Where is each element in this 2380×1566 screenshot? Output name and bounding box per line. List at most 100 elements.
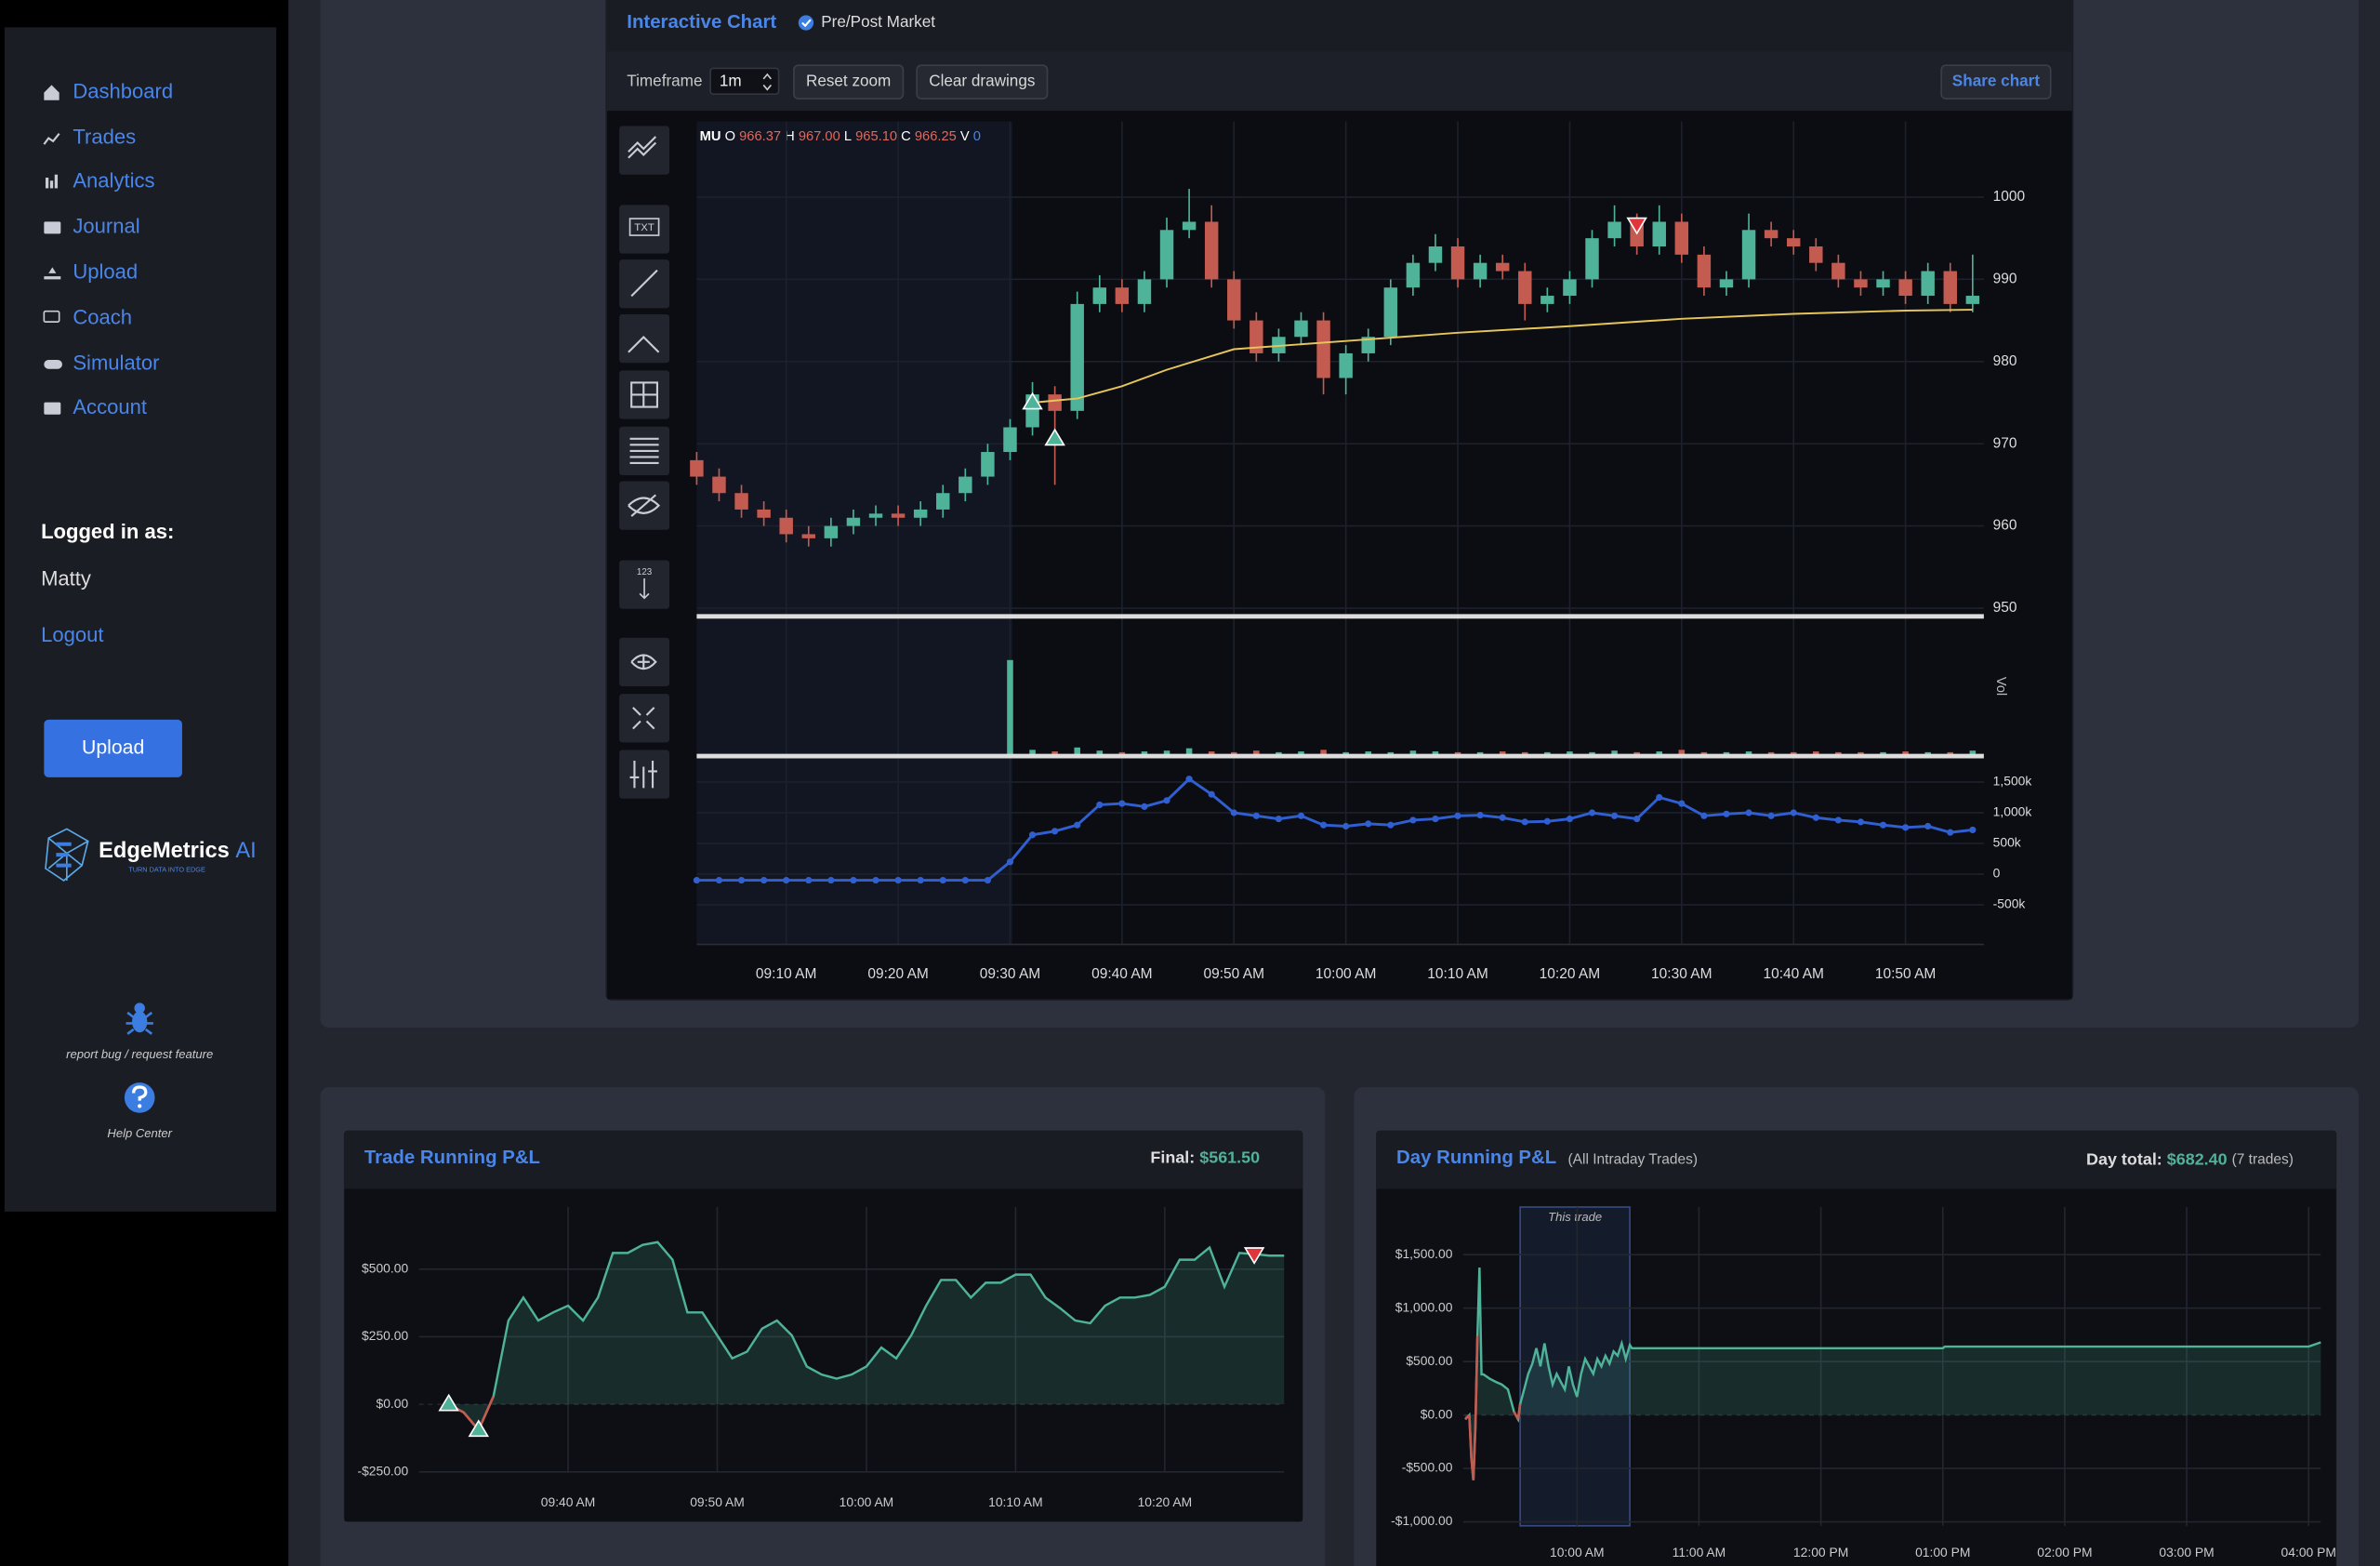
candle-body	[913, 509, 928, 518]
candle-body	[1250, 320, 1263, 353]
nav-item[interactable]: Simulator	[73, 352, 159, 375]
candle-body	[1965, 296, 1980, 304]
clear-drawings-button[interactable]	[916, 64, 1049, 100]
cumulative-dot	[1074, 821, 1081, 829]
candle-body	[1092, 287, 1107, 304]
timeframe-value[interactable]: 1m	[720, 72, 742, 90]
logout-link[interactable]: Logout	[41, 623, 103, 646]
candle-body	[1898, 279, 1912, 297]
tool-icon	[628, 218, 660, 236]
nav-item[interactable]: Upload	[73, 260, 138, 284]
volume-label: Vol	[1993, 677, 2008, 696]
candle-body	[1227, 279, 1241, 321]
volume-bar	[1342, 751, 1349, 755]
volume-bar	[1745, 751, 1752, 755]
tool-button[interactable]	[619, 126, 669, 175]
reset-zoom-label[interactable]: Reset zoom	[806, 72, 891, 90]
volume-bar	[1835, 751, 1842, 755]
candle-body	[801, 534, 816, 538]
x-tick-label: 10:40 AM	[1763, 966, 1824, 982]
nav-item[interactable]: Journal	[73, 215, 139, 238]
reset-zoom-button[interactable]	[793, 64, 905, 100]
clear-drawings-label[interactable]: Clear drawings	[929, 72, 1035, 90]
prepost-label[interactable]: Pre/Post Market	[821, 12, 935, 31]
help-link[interactable]: Help Center	[107, 1126, 172, 1140]
cumulative-dot	[1163, 797, 1170, 804]
tool-icon	[629, 437, 659, 465]
volume-bar	[1208, 751, 1215, 755]
y-tick-label: -$1,000.00	[1391, 1513, 1453, 1528]
candle-body	[1652, 221, 1666, 246]
share-chart-label[interactable]: Share chart	[1952, 72, 2041, 90]
pnl-line	[1464, 1267, 2321, 1480]
cumulative-dot	[715, 876, 723, 884]
ema-line	[1032, 309, 1973, 404]
share-chart-button[interactable]	[1940, 64, 2052, 100]
y-tick-label: -$500.00	[1402, 1460, 1453, 1475]
final-label: Final:	[1150, 1148, 1195, 1166]
report-bug-link[interactable]: report bug / request feature	[66, 1047, 213, 1061]
cumulative-dot	[1947, 829, 1954, 836]
tool-icon	[628, 136, 657, 159]
cumulative-line	[696, 776, 1974, 883]
brand-suffix: AI	[235, 839, 256, 863]
legend-value: 966.25	[915, 129, 957, 144]
upload-button[interactable]	[44, 719, 182, 777]
cumulative-dot	[1185, 776, 1193, 783]
area-fill	[1465, 1267, 2321, 1480]
volume-bar	[1767, 751, 1775, 755]
candle-body	[824, 525, 839, 538]
x-tick-label: 10:10 AM	[988, 1494, 1043, 1509]
x-tick-label: 09:50 AM	[690, 1494, 745, 1509]
cumulative-dot	[939, 876, 946, 884]
sidebar	[4, 27, 277, 1212]
volume-bar	[1029, 750, 1036, 755]
candle-body	[868, 513, 883, 518]
candle-body	[936, 493, 950, 510]
ohlc-legend: MU O 966.37 H 967.00 L 965.10 C 966.25 V…	[700, 129, 981, 144]
x-tick-label: 09:30 AM	[980, 966, 1041, 982]
pnl-line	[448, 1241, 1285, 1433]
cumulative-dot	[1051, 828, 1059, 835]
nav-item[interactable]: Dashboard	[73, 79, 173, 102]
candle-body	[1115, 287, 1130, 304]
candle-body	[981, 452, 995, 477]
checkbox[interactable]	[798, 15, 814, 31]
x-tick-label: 02:00 PM	[2037, 1545, 2092, 1559]
cumulative-dot	[827, 876, 835, 884]
candle-body	[1741, 230, 1756, 280]
x-tick-label: 09:10 AM	[756, 966, 817, 982]
candle-body	[1809, 246, 1823, 263]
negative-segment	[1472, 1427, 1477, 1480]
candle-body	[1294, 320, 1308, 338]
highlight-band	[1519, 1206, 1631, 1527]
candle-body	[1607, 221, 1621, 239]
x-tick-label: 10:20 AM	[1540, 966, 1601, 982]
cumulative-dot	[984, 876, 991, 884]
volume-bar	[1611, 750, 1618, 755]
volume-bar	[1902, 751, 1909, 755]
y-tick-label: 970	[1993, 435, 2017, 451]
timeframe-select[interactable]	[709, 67, 780, 96]
nav-icons	[43, 85, 62, 415]
cumulative-dot	[1610, 812, 1619, 819]
nav-item[interactable]: Trades	[73, 125, 136, 148]
candle-body	[1428, 246, 1443, 263]
candle-body	[1495, 262, 1510, 272]
sell-marker	[1626, 217, 1647, 235]
tool-button[interactable]	[619, 205, 669, 254]
upload-button-label[interactable]: Upload	[82, 737, 144, 759]
tool-button[interactable]	[619, 694, 669, 743]
card-title: Day Running P&L	[1396, 1148, 1556, 1168]
drawing-tools: TXT 123	[619, 126, 669, 799]
y-tick-label: 950	[1993, 600, 2017, 616]
candle-body	[1540, 296, 1554, 304]
highlight-label: This trade	[1548, 1210, 1602, 1224]
nav-item[interactable]: Analytics	[73, 169, 154, 192]
nav-item[interactable]: Account	[73, 395, 147, 418]
nav-item[interactable]: Coach	[73, 306, 132, 329]
volume-bar	[1544, 751, 1551, 755]
candle-body	[959, 476, 972, 494]
x-tick-label: 09:20 AM	[867, 966, 929, 982]
buy-marker	[468, 1419, 490, 1438]
